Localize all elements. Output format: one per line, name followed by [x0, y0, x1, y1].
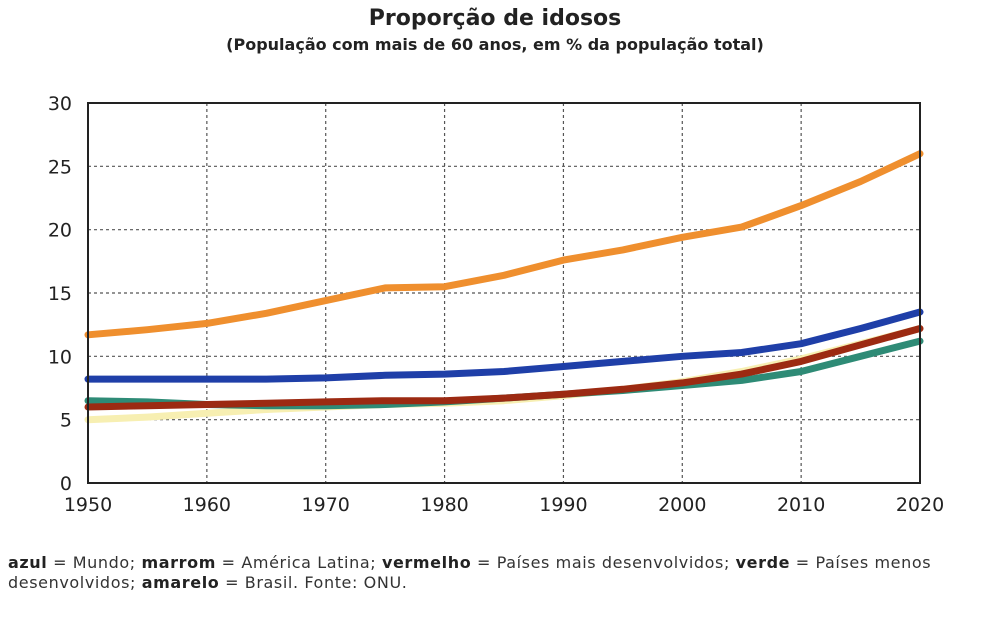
chart-subtitle: (População com mais de 60 anos, em % da …	[226, 35, 764, 54]
x-tick-label: 1970	[302, 494, 350, 516]
x-tick-label: 1990	[539, 494, 587, 516]
x-tick-label: 2010	[777, 494, 825, 516]
x-tick-labels: 1950 1960 1970 1980 1990 2000 2010 2020	[64, 494, 944, 516]
y-tick-label: 0	[60, 473, 72, 495]
y-tick-label: 20	[48, 220, 72, 242]
caption-vermelho: vermelho	[381, 553, 472, 572]
caption-marrom-text: = América Latina;	[216, 553, 382, 572]
x-tick-label: 1980	[420, 494, 468, 516]
caption-verde-text: = Países menos desenvolvidos;	[8, 553, 932, 592]
caption-amarelo-text: = Brasil. Fonte: ONU.	[219, 573, 408, 592]
chart-title: Proporção de idosos	[368, 6, 622, 31]
y-tick-labels: 0 5 10 15 20 25 30	[48, 93, 72, 495]
line-chart: 0 5 10 15 20 25 30 1950 1960 1970 1980 1990 2000 201…	[48, 93, 944, 516]
x-tick-label: 1960	[183, 494, 231, 516]
y-tick-label: 30	[48, 93, 72, 115]
grid-lines	[88, 103, 920, 483]
x-tick-label: 1950	[64, 494, 112, 516]
caption-amarelo: amarelo	[141, 573, 220, 592]
caption-verde: verde	[735, 553, 791, 572]
x-tick-label: 2000	[658, 494, 706, 516]
y-tick-label: 10	[48, 346, 72, 368]
series-lines	[84, 150, 924, 424]
legend-caption: azul = Mundo; marrom = América Latina; v…	[8, 553, 968, 593]
caption-marrom: marrom	[141, 553, 216, 572]
series-line-vermelho	[84, 150, 924, 339]
caption-vermelho-text: = Países mais desenvolvidos;	[471, 553, 736, 572]
series-line-azul	[84, 308, 924, 383]
plot-frame	[87, 102, 921, 484]
y-tick-label: 25	[48, 156, 72, 178]
x-tick-label: 2020	[896, 494, 944, 516]
y-tick-label: 15	[48, 283, 72, 305]
series-line-marrom	[84, 325, 924, 411]
y-tick-label: 5	[60, 410, 72, 432]
caption-azul-text: = Mundo;	[47, 553, 142, 572]
caption-azul: azul	[8, 553, 48, 572]
